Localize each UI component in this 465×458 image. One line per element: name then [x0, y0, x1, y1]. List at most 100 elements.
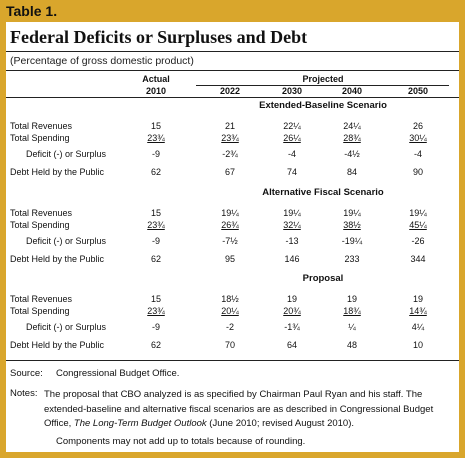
table-value: 23¾ — [221, 133, 239, 143]
table-value: -9 — [151, 322, 161, 332]
table-value: 22¼ — [283, 121, 301, 131]
column-header: 2022 — [219, 86, 241, 96]
notes-publication: The Long-Term Budget Outlook — [73, 418, 207, 429]
table-value: -7½ — [222, 236, 238, 246]
table-value: -4 — [287, 149, 297, 159]
table-value: 21 — [224, 121, 236, 131]
table-value: 23¾ — [147, 306, 165, 316]
table-value: 84 — [346, 167, 358, 177]
row-label: Total Spending — [10, 133, 70, 143]
table-value: 45¼ — [409, 220, 427, 230]
table-value: 344 — [410, 254, 426, 264]
row-label: Total Spending — [10, 306, 70, 316]
table-value: 28¾ — [343, 133, 361, 143]
table-subtitle: (Percentage of gross domestic product) — [10, 55, 194, 67]
section-title: Proposal — [302, 273, 344, 284]
table-value: -26 — [411, 236, 425, 246]
table-value: 18½ — [221, 294, 239, 304]
header-rule — [6, 97, 459, 98]
table-value: 4¼ — [411, 322, 425, 332]
table-value: 19 — [346, 294, 358, 304]
table-value: -4½ — [344, 149, 360, 159]
table-value: 30¼ — [409, 133, 427, 143]
table-value: 95 — [224, 254, 236, 264]
notes-part: (June 2010; revised August 2010). — [206, 418, 355, 429]
row-label: Debt Held by the Public — [10, 254, 105, 264]
actual-label: Actual — [142, 74, 170, 84]
table-value: 20¼ — [221, 306, 239, 316]
table-value: 38½ — [343, 220, 361, 230]
table-value: 19 — [286, 294, 298, 304]
table-title: Federal Deficits or Surpluses and Debt — [10, 27, 308, 47]
source-label: Source: — [10, 368, 43, 379]
row-label: Debt Held by the Public — [10, 167, 105, 177]
table-value: 19¼ — [343, 208, 361, 218]
column-header: 2050 — [407, 86, 429, 96]
table-top-rule — [6, 70, 459, 71]
table-value: 26¾ — [221, 220, 239, 230]
table-value: 24¼ — [343, 121, 361, 131]
table-value: 23¾ — [147, 133, 165, 143]
row-label: Total Revenues — [10, 208, 73, 218]
table-value: -1¾ — [284, 322, 300, 332]
table-value: 19¼ — [409, 208, 427, 218]
table-value: ¼ — [348, 322, 356, 332]
row-label: Debt Held by the Public — [10, 340, 105, 350]
table-label: Table 1. — [6, 3, 58, 19]
projected-label: Projected — [302, 74, 344, 84]
section-title: Extended-Baseline Scenario — [259, 100, 387, 111]
table-value: 19¼ — [283, 208, 301, 218]
rounding-note: Components may not add up to totals beca… — [56, 436, 306, 447]
table-value: 74 — [286, 167, 298, 177]
table-value: 62 — [150, 340, 162, 350]
row-label: Total Revenues — [10, 294, 73, 304]
column-header: 2030 — [281, 86, 303, 96]
table-value: 23¾ — [147, 220, 165, 230]
notes-part: The proposal that CBO analyzed is as spe… — [44, 389, 434, 429]
table-value: -9 — [151, 236, 161, 246]
table-value: 15 — [150, 294, 162, 304]
table-value: 32¼ — [283, 220, 301, 230]
column-header: 2040 — [341, 86, 363, 96]
table-value: 146 — [284, 254, 300, 264]
table-sheet: Federal Deficits or Surpluses and Debt (… — [6, 22, 459, 452]
table-value: 19¼ — [221, 208, 239, 218]
table-value: 20¾ — [283, 306, 301, 316]
table-bottom-rule — [6, 360, 459, 361]
table-value: -4 — [413, 149, 423, 159]
table-value: 14¾ — [409, 306, 427, 316]
table-value: 70 — [224, 340, 236, 350]
table-value: 18¾ — [343, 306, 361, 316]
table-value: 90 — [412, 167, 424, 177]
row-label: Total Spending — [10, 220, 70, 230]
row-label: Total Revenues — [10, 121, 73, 131]
section-title: Alternative Fiscal Scenario — [262, 187, 384, 198]
table-value: 62 — [150, 167, 162, 177]
table-value: 19 — [412, 294, 424, 304]
table-value: -2 — [225, 322, 235, 332]
column-header: 2010 — [145, 86, 167, 96]
table-value: 64 — [286, 340, 298, 350]
table-value: 233 — [344, 254, 360, 264]
table-value: -2¾ — [222, 149, 238, 159]
row-label: Deficit (-) or Surplus — [26, 236, 107, 246]
projected-rule — [196, 85, 449, 86]
table-value: 26¼ — [283, 133, 301, 143]
table-value: 67 — [224, 167, 236, 177]
table-value: 26 — [412, 121, 424, 131]
table-value: 10 — [412, 340, 424, 350]
table-value: -19¼ — [341, 236, 363, 246]
table-value: -9 — [151, 149, 161, 159]
row-label: Deficit (-) or Surplus — [26, 149, 107, 159]
table-value: 48 — [346, 340, 358, 350]
source-text: Congressional Budget Office. — [56, 368, 180, 379]
table-value: -13 — [285, 236, 299, 246]
notes-label: Notes: — [10, 388, 38, 399]
row-label: Deficit (-) or Surplus — [26, 322, 107, 332]
title-rule — [6, 51, 459, 52]
notes-text: The proposal that CBO analyzed is as spe… — [44, 388, 454, 432]
table-value: 62 — [150, 254, 162, 264]
table-value: 15 — [150, 208, 162, 218]
table-value: 15 — [150, 121, 162, 131]
